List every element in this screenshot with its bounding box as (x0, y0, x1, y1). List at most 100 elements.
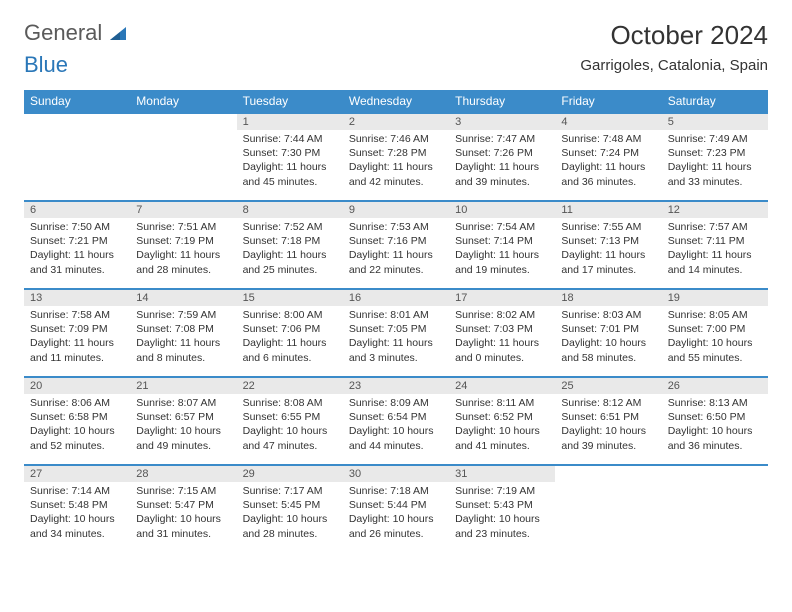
daylight-line-1: Daylight: 10 hours (455, 512, 549, 526)
day-number: 15 (237, 290, 343, 306)
sunset-value: 6:58 PM (69, 411, 108, 423)
sunset-label: Sunset: (349, 235, 388, 247)
day-info: Sunrise: 8:01 AMSunset: 7:05 PMDaylight:… (343, 306, 449, 371)
daylight-line-1: Daylight: 11 hours (455, 160, 549, 174)
sunset-label: Sunset: (243, 323, 282, 335)
sunset-label: Sunset: (668, 147, 707, 159)
sunrise-label: Sunrise: (668, 397, 709, 409)
title-block: October 2024 Garrigoles, Catalonia, Spai… (580, 20, 768, 74)
sunrise-line: Sunrise: 8:09 AM (349, 396, 443, 410)
sunrise-line: Sunrise: 8:11 AM (455, 396, 549, 410)
sunrise-value: 8:06 AM (71, 397, 110, 409)
sunset-line: Sunset: 6:57 PM (136, 410, 230, 424)
sunrise-value: 8:00 AM (284, 309, 323, 321)
day-cell: 4Sunrise: 7:48 AMSunset: 7:24 PMDaylight… (555, 113, 661, 201)
sunrise-label: Sunrise: (668, 133, 709, 145)
sunset-label: Sunset: (455, 411, 494, 423)
sunset-label: Sunset: (561, 235, 600, 247)
day-number: 18 (555, 290, 661, 306)
dow-cell: Saturday (662, 90, 768, 113)
daylight-line-2: and 39 minutes. (455, 175, 549, 189)
daylight-line-1: Daylight: 10 hours (136, 512, 230, 526)
sunset-value: 7:28 PM (387, 147, 426, 159)
sunrise-label: Sunrise: (349, 485, 390, 497)
sunrise-line: Sunrise: 8:07 AM (136, 396, 230, 410)
day-number: 12 (662, 202, 768, 218)
daylight-line-2: and 45 minutes. (243, 175, 337, 189)
daylight-line-1: Daylight: 10 hours (455, 424, 549, 438)
sunset-value: 7:30 PM (281, 147, 320, 159)
location-label: Garrigoles, Catalonia, Spain (580, 57, 768, 74)
sunrise-line: Sunrise: 7:18 AM (349, 484, 443, 498)
daylight-line-2: and 31 minutes. (136, 527, 230, 541)
day-info: Sunrise: 7:15 AMSunset: 5:47 PMDaylight:… (130, 482, 236, 547)
day-cell: 28Sunrise: 7:15 AMSunset: 5:47 PMDayligh… (130, 465, 236, 552)
daylight-line-1: Daylight: 11 hours (668, 160, 762, 174)
daylight-line-2: and 6 minutes. (243, 351, 337, 365)
day-number: 16 (343, 290, 449, 306)
sunrise-value: 8:01 AM (390, 309, 429, 321)
day-info: Sunrise: 7:44 AMSunset: 7:30 PMDaylight:… (237, 130, 343, 195)
sunset-value: 7:03 PM (494, 323, 533, 335)
sunrise-label: Sunrise: (243, 397, 284, 409)
sunrise-label: Sunrise: (349, 309, 390, 321)
sunset-line: Sunset: 7:14 PM (455, 234, 549, 248)
sunset-value: 7:08 PM (175, 323, 214, 335)
sunrise-line: Sunrise: 7:50 AM (30, 220, 124, 234)
sunrise-label: Sunrise: (136, 309, 177, 321)
day-info: Sunrise: 8:11 AMSunset: 6:52 PMDaylight:… (449, 394, 555, 459)
sunrise-label: Sunrise: (349, 397, 390, 409)
sunrise-value: 8:11 AM (497, 397, 535, 409)
sunset-value: 7:06 PM (281, 323, 320, 335)
sunset-label: Sunset: (243, 235, 282, 247)
sunrise-line: Sunrise: 7:57 AM (668, 220, 762, 234)
daylight-line-2: and 8 minutes. (136, 351, 230, 365)
day-info: Sunrise: 7:59 AMSunset: 7:08 PMDaylight:… (130, 306, 236, 371)
sunrise-label: Sunrise: (30, 485, 71, 497)
day-number: 19 (662, 290, 768, 306)
daylight-line-1: Daylight: 11 hours (349, 336, 443, 350)
calendar-week-row: 20 Sunrise: 8:06 AM Sunset: 6:58 PM Dayligh… (24, 377, 768, 465)
sunrise-value: 7:19 AM (497, 485, 536, 497)
day-number: 20 (24, 378, 130, 394)
daylight-line-1: Daylight: 11 hours (455, 248, 549, 262)
sunset-line: Sunset: 7:13 PM (561, 234, 655, 248)
sunset-value: 6:51 PM (600, 411, 639, 423)
sunset-value: 5:47 PM (175, 499, 214, 511)
day-info: Sunrise: 7:17 AMSunset: 5:45 PMDaylight:… (237, 482, 343, 547)
sunrise-line: Sunrise: 7:52 AM (243, 220, 337, 234)
day-cell: 16Sunrise: 8:01 AMSunset: 7:05 PMDayligh… (343, 289, 449, 377)
day-info: Sunrise: 7:51 AMSunset: 7:19 PMDaylight:… (130, 218, 236, 283)
sunset-line: Sunset: 7:28 PM (349, 146, 443, 160)
sunset-line: Sunset: 7:26 PM (455, 146, 549, 160)
sunrise-value: 7:17 AM (284, 485, 323, 497)
day-info: Sunrise: 7:53 AMSunset: 7:16 PMDaylight:… (343, 218, 449, 283)
sunrise-line: Sunrise: 7:48 AM (561, 132, 655, 146)
sunrise-line: Sunrise: 8:03 AM (561, 308, 655, 322)
daylight-line-2: and 3 minutes. (349, 351, 443, 365)
calendar-week-row: 6Sunrise: 7:50 AMSunset: 7:21 PMDaylight… (24, 201, 768, 289)
day-cell: 9Sunrise: 7:53 AMSunset: 7:16 PMDaylight… (343, 201, 449, 289)
daylight-line-2: and 25 minutes. (243, 263, 337, 277)
day-info: Sunrise: 7:55 AMSunset: 7:13 PMDaylight:… (555, 218, 661, 283)
day-info: Sunrise: 7:48 AMSunset: 7:24 PMDaylight:… (555, 130, 661, 195)
day-cell: 10Sunrise: 7:54 AMSunset: 7:14 PMDayligh… (449, 201, 555, 289)
sunset-line: Sunset: 6:50 PM (668, 410, 762, 424)
calendar-page: General October 2024 Garrigoles, Catalon… (0, 0, 792, 572)
dow-cell: Tuesday (237, 90, 343, 113)
sunset-value: 5:48 PM (69, 499, 108, 511)
sunrise-label: Sunrise: (30, 221, 71, 233)
day-number: 3 (449, 114, 555, 130)
day-cell: 31Sunrise: 7:19 AMSunset: 5:43 PMDayligh… (449, 465, 555, 552)
day-number: 22 (237, 378, 343, 394)
sunset-value: 7:11 PM (706, 235, 744, 247)
dow-cell: Thursday (449, 90, 555, 113)
daylight-line-2: and 42 minutes. (349, 175, 443, 189)
day-cell: 21Sunrise: 8:07 AMSunset: 6:57 PMDayligh… (130, 377, 236, 465)
day-cell: 29Sunrise: 7:17 AMSunset: 5:45 PMDayligh… (237, 465, 343, 552)
daylight-line-1: Daylight: 10 hours (30, 512, 124, 526)
sunset-line: Sunset: 7:05 PM (349, 322, 443, 336)
day-cell: 1Sunrise: 7:44 AMSunset: 7:30 PMDaylight… (237, 113, 343, 201)
sunset-value: 6:57 PM (175, 411, 214, 423)
sunrise-line: Sunrise: 7:17 AM (243, 484, 337, 498)
